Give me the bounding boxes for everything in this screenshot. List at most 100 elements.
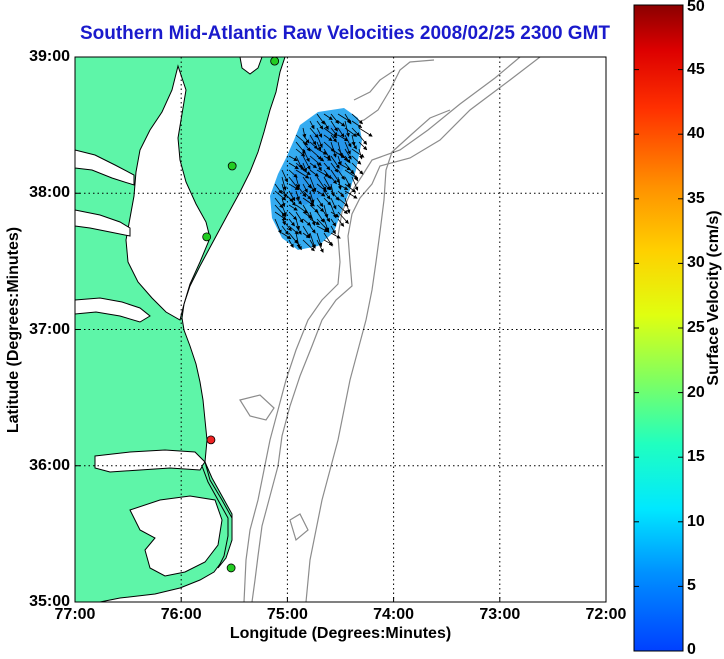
velocity-arrow bbox=[323, 162, 331, 171]
velocity-arrow bbox=[344, 197, 351, 214]
velocity-arrow bbox=[344, 113, 352, 125]
velocity-arrow bbox=[288, 239, 294, 249]
colorbar-tick-label: 0 bbox=[687, 641, 696, 658]
velocity-arrow bbox=[337, 169, 345, 181]
velocity-arrow bbox=[330, 225, 336, 235]
velocity-arrow bbox=[344, 127, 358, 137]
velocity-arrow bbox=[358, 141, 368, 151]
velocity-arrow bbox=[358, 134, 368, 145]
velocity-arrow bbox=[309, 239, 316, 249]
velocity-arrow bbox=[309, 127, 319, 139]
velocity-arrow bbox=[344, 134, 352, 148]
velocity-arrow bbox=[344, 120, 350, 138]
velocity-arrow bbox=[316, 197, 324, 208]
velocity-arrow bbox=[330, 211, 340, 218]
chesapeake-bay bbox=[125, 64, 211, 321]
axis-ticks bbox=[74, 56, 607, 603]
velocity-arrow bbox=[309, 197, 314, 207]
velocity-arrow bbox=[358, 148, 363, 160]
velocity-arrow bbox=[295, 197, 303, 205]
velocity-arrow bbox=[316, 169, 329, 177]
velocity-arrow bbox=[281, 211, 286, 226]
grid-lines bbox=[75, 57, 606, 602]
velocity-arrow bbox=[281, 169, 288, 183]
velocity-arrow bbox=[351, 162, 364, 175]
velocity-arrow bbox=[337, 197, 349, 207]
velocity-arrow bbox=[337, 120, 346, 127]
velocity-arrow bbox=[281, 197, 286, 208]
velocity-arrow bbox=[316, 211, 325, 223]
velocity-arrow bbox=[309, 120, 315, 130]
y-axis-label: Latitude (Degrees:Minutes) bbox=[5, 226, 22, 434]
velocity-arrow bbox=[344, 141, 351, 155]
velocity-arrow bbox=[302, 134, 310, 144]
velocity-arrow bbox=[344, 183, 357, 193]
velocity-arrow bbox=[316, 113, 325, 125]
velocity-arrow bbox=[302, 155, 311, 170]
colorbar-tick-label: 30 bbox=[687, 254, 705, 272]
velocity-arrow bbox=[295, 204, 308, 214]
velocity-arrow bbox=[344, 176, 351, 188]
velocity-arrow bbox=[337, 162, 352, 171]
velocity-arrow bbox=[309, 134, 317, 146]
velocity-arrow bbox=[337, 218, 345, 227]
velocity-arrow bbox=[323, 190, 331, 200]
colorbar-ticks bbox=[634, 4, 683, 652]
outer-banks bbox=[201, 460, 233, 569]
velocity-vectors bbox=[274, 113, 373, 253]
velocity-arrow bbox=[281, 204, 287, 217]
velocity-arrow bbox=[330, 197, 337, 210]
velocity-arrow bbox=[323, 204, 329, 219]
velocity-arrow bbox=[288, 232, 299, 244]
velocity-arrow bbox=[281, 183, 287, 198]
velocity-arrow bbox=[316, 127, 323, 138]
bathymetry-contours bbox=[239, 57, 541, 602]
velocity-arrow bbox=[281, 190, 294, 203]
velocity-arrow bbox=[302, 169, 311, 176]
delaware-bay bbox=[239, 57, 263, 75]
velocity-arrow bbox=[295, 190, 300, 201]
velocity-arrow bbox=[337, 155, 342, 166]
velocity-arrow bbox=[302, 141, 311, 152]
velocity-arrow bbox=[316, 232, 323, 248]
velocity-arrow bbox=[330, 120, 338, 132]
velocity-arrow bbox=[330, 169, 340, 184]
velocity-arrow bbox=[274, 183, 283, 195]
colorbar-tick-label: 15 bbox=[687, 448, 705, 466]
velocity-arrow bbox=[274, 190, 287, 201]
velocity-arrow bbox=[288, 225, 299, 235]
velocity-arrow bbox=[288, 155, 298, 161]
colorbar-tick-label: 20 bbox=[687, 383, 705, 401]
y-tick-label: 39:00 bbox=[29, 48, 70, 65]
x-tick-label: 73:00 bbox=[479, 606, 521, 623]
velocity-arrow bbox=[281, 218, 292, 232]
y-tick-label: 38:00 bbox=[29, 184, 70, 202]
velocity-arrow bbox=[337, 127, 345, 138]
velocity-arrow bbox=[323, 211, 330, 223]
velocity-arrow bbox=[316, 204, 325, 213]
velocity-arrow bbox=[337, 211, 349, 224]
velocity-arrow bbox=[309, 225, 316, 234]
velocity-arrow bbox=[295, 162, 305, 171]
velocity-arrow bbox=[309, 190, 315, 204]
velocity-arrow bbox=[302, 190, 312, 200]
velocity-arrow bbox=[323, 113, 333, 121]
station-marker bbox=[202, 232, 212, 242]
velocity-arrow bbox=[337, 148, 348, 162]
velocity-arrow bbox=[302, 127, 307, 139]
albemarle-sound bbox=[94, 449, 206, 473]
velocity-arrow bbox=[288, 190, 296, 202]
velocity-arrow bbox=[288, 211, 298, 221]
velocity-arrow bbox=[323, 134, 333, 142]
velocity-arrow bbox=[337, 141, 343, 158]
velocity-arrow bbox=[302, 218, 312, 227]
velocity-arrow bbox=[309, 218, 320, 225]
velocity-arrow bbox=[323, 120, 329, 130]
velocity-arrow bbox=[309, 204, 319, 213]
velocity-arrow bbox=[309, 155, 322, 166]
velocity-arrow bbox=[344, 162, 355, 175]
map-title: Southern Mid-Atlantic Raw Velocities 200… bbox=[79, 23, 611, 44]
colorbar-label: Surface Velocity (cm/s) bbox=[705, 210, 722, 386]
velocity-arrow bbox=[330, 141, 337, 158]
